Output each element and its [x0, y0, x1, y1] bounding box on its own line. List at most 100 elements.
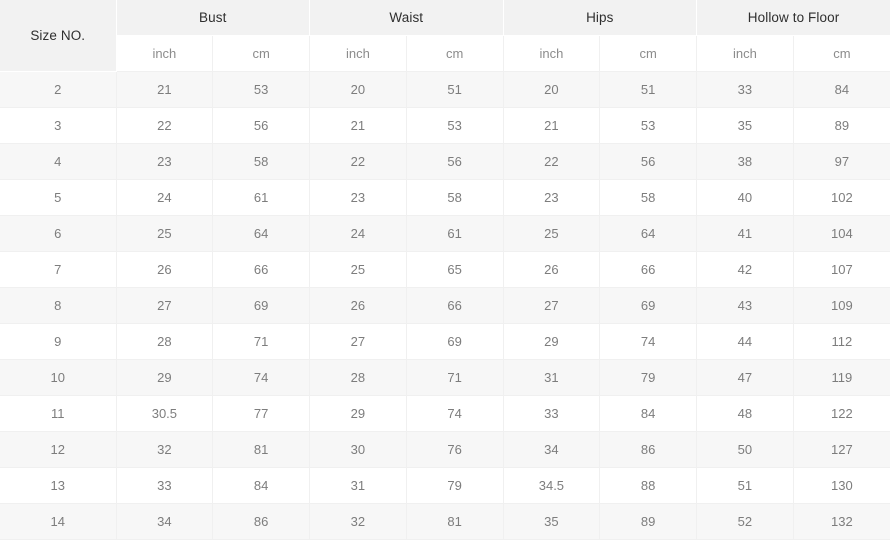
cell-hips-cm: 79: [599, 359, 698, 396]
cell-size-no: 10: [0, 359, 117, 396]
cell-hips-inch: 21: [503, 107, 601, 144]
cell-hips-inch: 22: [503, 143, 601, 180]
column-group-header-bust: Bust: [116, 0, 311, 36]
cell-bust-inch: 26: [116, 251, 214, 288]
cell-size-no: 6: [0, 215, 117, 252]
cell-waist-cm: 51: [406, 71, 504, 108]
cell-waist-inch: 31: [309, 467, 407, 504]
cell-waist-inch: 21: [309, 107, 407, 144]
cell-waist-cm: 53: [406, 107, 504, 144]
table-row: 14 34 86 32 81 35 89 52 132: [0, 503, 890, 540]
table-head: Size NO. Bust Waist Hips Hollow to Floor…: [0, 0, 890, 72]
cell-hips-cm: 84: [599, 395, 698, 432]
cell-bust-inch: 33: [116, 467, 214, 504]
cell-hips-cm: 74: [599, 323, 698, 360]
cell-bust-cm: 74: [212, 359, 311, 396]
unit-header-hips-inch: inch: [503, 35, 601, 72]
cell-waist-inch: 27: [309, 323, 407, 360]
cell-waist-inch: 24: [309, 215, 407, 252]
cell-hips-inch: 20: [503, 71, 601, 108]
cell-hollow-inch: 48: [696, 395, 794, 432]
cell-size-no: 5: [0, 179, 117, 216]
cell-hollow-inch: 33: [696, 71, 794, 108]
table-row: 3 22 56 21 53 21 53 35 89: [0, 107, 890, 144]
table-row: 11 30.5 77 29 74 33 84 48 122: [0, 395, 890, 432]
cell-bust-inch: 27: [116, 287, 214, 324]
cell-waist-cm: 69: [406, 323, 504, 360]
cell-waist-inch: 23: [309, 179, 407, 216]
cell-waist-cm: 71: [406, 359, 504, 396]
cell-bust-cm: 58: [212, 143, 311, 180]
cell-hips-cm: 86: [599, 431, 698, 468]
table-row: 9 28 71 27 69 29 74 44 112: [0, 323, 890, 360]
column-group-header-hips: Hips: [503, 0, 698, 36]
cell-hollow-inch: 41: [696, 215, 794, 252]
unit-header-hips-cm: cm: [599, 35, 698, 72]
column-group-header-waist: Waist: [309, 0, 504, 36]
unit-header-hollow-cm: cm: [793, 35, 890, 72]
cell-bust-cm: 53: [212, 71, 311, 108]
cell-hips-cm: 69: [599, 287, 698, 324]
cell-waist-inch: 20: [309, 71, 407, 108]
table-row: 12 32 81 30 76 34 86 50 127: [0, 431, 890, 468]
cell-size-no: 11: [0, 395, 117, 432]
table-row: 4 23 58 22 56 22 56 38 97: [0, 143, 890, 180]
unit-header-bust-inch: inch: [116, 35, 214, 72]
cell-size-no: 9: [0, 323, 117, 360]
cell-hips-inch: 25: [503, 215, 601, 252]
cell-hollow-inch: 43: [696, 287, 794, 324]
cell-hollow-cm: 127: [793, 431, 890, 468]
cell-hips-inch: 34: [503, 431, 601, 468]
table-row: 6 25 64 24 61 25 64 41 104: [0, 215, 890, 252]
cell-bust-cm: 61: [212, 179, 311, 216]
cell-hollow-cm: 102: [793, 179, 890, 216]
cell-bust-cm: 64: [212, 215, 311, 252]
cell-hollow-inch: 44: [696, 323, 794, 360]
unit-header-row: inch cm inch cm inch cm inch cm: [0, 35, 890, 72]
cell-hollow-cm: 89: [793, 107, 890, 144]
table-row: 10 29 74 28 71 31 79 47 119: [0, 359, 890, 396]
cell-hollow-cm: 97: [793, 143, 890, 180]
cell-bust-inch: 29: [116, 359, 214, 396]
cell-hips-cm: 88: [599, 467, 698, 504]
cell-hips-cm: 51: [599, 71, 698, 108]
cell-hips-inch: 34.5: [503, 467, 601, 504]
cell-bust-cm: 84: [212, 467, 311, 504]
unit-header-waist-cm: cm: [406, 35, 504, 72]
cell-bust-inch: 28: [116, 323, 214, 360]
cell-waist-inch: 22: [309, 143, 407, 180]
cell-hollow-inch: 42: [696, 251, 794, 288]
table-row: 7 26 66 25 65 26 66 42 107: [0, 251, 890, 288]
cell-size-no: 3: [0, 107, 117, 144]
column-group-header-hollow-to-floor: Hollow to Floor: [696, 0, 890, 36]
cell-hollow-cm: 119: [793, 359, 890, 396]
cell-size-no: 8: [0, 287, 117, 324]
cell-hollow-cm: 84: [793, 71, 890, 108]
cell-hips-cm: 58: [599, 179, 698, 216]
cell-hollow-cm: 109: [793, 287, 890, 324]
cell-waist-inch: 25: [309, 251, 407, 288]
cell-hips-inch: 35: [503, 503, 601, 540]
cell-hips-cm: 89: [599, 503, 698, 540]
cell-waist-inch: 28: [309, 359, 407, 396]
table-body: 2 21 53 20 51 20 51 33 84 3 22 56 21 53 21 53 35 89 4 23 58 2…: [0, 71, 890, 540]
column-header-size-no: Size NO.: [0, 0, 117, 72]
cell-hollow-inch: 50: [696, 431, 794, 468]
cell-bust-cm: 77: [212, 395, 311, 432]
cell-waist-inch: 29: [309, 395, 407, 432]
cell-bust-inch: 34: [116, 503, 214, 540]
cell-size-no: 12: [0, 431, 117, 468]
cell-hollow-inch: 52: [696, 503, 794, 540]
cell-hollow-cm: 132: [793, 503, 890, 540]
cell-waist-inch: 32: [309, 503, 407, 540]
cell-bust-cm: 66: [212, 251, 311, 288]
cell-waist-cm: 81: [406, 503, 504, 540]
cell-hips-inch: 33: [503, 395, 601, 432]
cell-hollow-cm: 104: [793, 215, 890, 252]
cell-bust-inch: 25: [116, 215, 214, 252]
cell-hollow-inch: 35: [696, 107, 794, 144]
cell-hollow-inch: 47: [696, 359, 794, 396]
cell-bust-cm: 86: [212, 503, 311, 540]
cell-size-no: 14: [0, 503, 117, 540]
